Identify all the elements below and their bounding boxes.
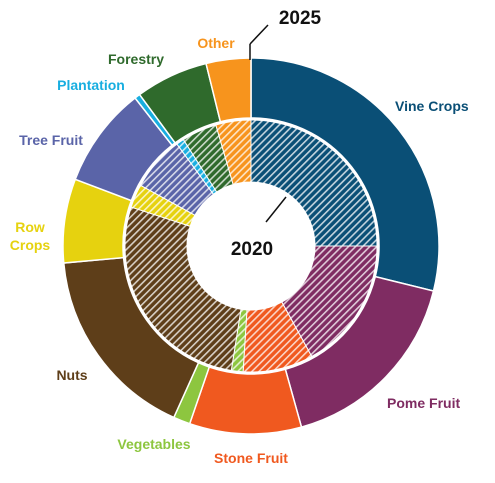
slice-2020-vine-crops bbox=[250, 119, 378, 247]
slice-2025-vine-crops bbox=[250, 57, 440, 292]
inner-ring-2020 bbox=[124, 119, 378, 373]
label-tree-fruit: Tree Fruit bbox=[19, 132, 83, 148]
label-stone-fruit: Stone Fruit bbox=[214, 450, 288, 466]
label-nuts: Nuts bbox=[56, 367, 87, 383]
category-labels: Vine Crops Pome Fruit Stone Fruit Vegetable… bbox=[10, 35, 469, 466]
label-row-crops: Row Crops bbox=[10, 219, 51, 253]
label-pome-fruit: Pome Fruit bbox=[387, 395, 460, 411]
label-plantation: Plantation bbox=[57, 77, 125, 93]
label-vegetables: Vegetables bbox=[117, 436, 190, 452]
label-other: Other bbox=[197, 35, 235, 51]
slice-2025-other bbox=[205, 57, 252, 123]
label-vine-crops: Vine Crops bbox=[395, 98, 469, 114]
label-forestry: Forestry bbox=[108, 51, 164, 67]
slice-2020-nuts bbox=[124, 206, 242, 372]
outer-ring-2025 bbox=[62, 57, 440, 435]
slice-2020-other bbox=[215, 119, 252, 186]
year-2020-pointer bbox=[265, 196, 287, 223]
year-2025-label: 2025 bbox=[279, 8, 322, 29]
year-2020-label: 2020 bbox=[231, 239, 273, 260]
year-2025-pointer-tick bbox=[249, 24, 269, 45]
